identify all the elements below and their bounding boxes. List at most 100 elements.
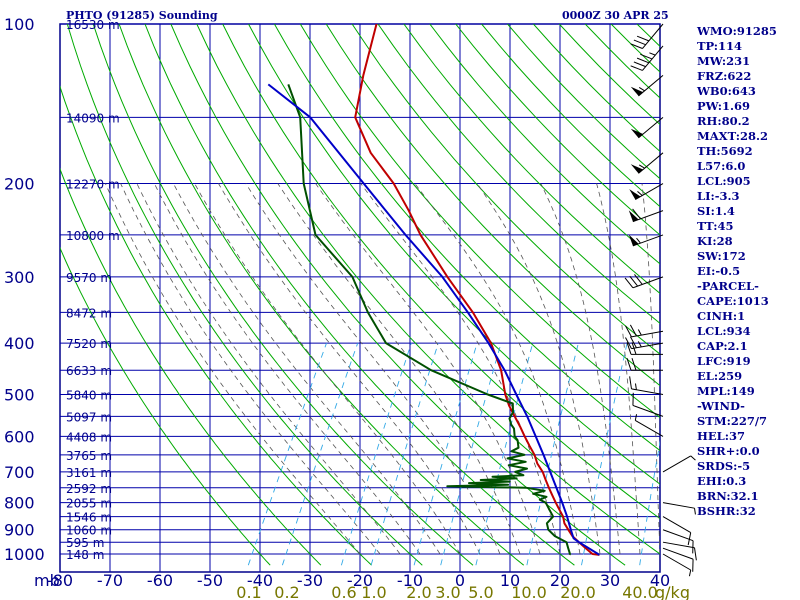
index-entry: STM:227/7 [697, 414, 768, 428]
wind-barb-staff [642, 23, 664, 49]
mixing-ratio-line [639, 439, 660, 566]
wind-barb-full [687, 532, 692, 546]
pressure-tick-label: 800 [4, 494, 35, 513]
index-entry: MAXT:28.2 [697, 129, 768, 143]
temperature-tick-label: -20 [347, 571, 373, 590]
wind-barb-full [632, 208, 641, 220]
height-label: 2055 m [66, 497, 112, 511]
temperature-tick-label: -40 [247, 571, 273, 590]
index-entry: SW:172 [697, 249, 746, 263]
wind-barb-staff [631, 342, 664, 350]
temperature-tick-label: -10 [397, 571, 423, 590]
wind-barb-full [631, 358, 637, 371]
height-label: 12270 m [66, 178, 120, 192]
wind-barb-staff [662, 455, 691, 473]
wind-barb-full [625, 325, 632, 338]
wind-barb-staff [632, 404, 664, 417]
dry-adiabat [92, 24, 474, 566]
sounding-traces [267, 24, 601, 556]
index-entry: EL:259 [697, 369, 743, 383]
dry-adiabat [60, 85, 372, 566]
pressure-tick-label: 700 [4, 463, 35, 482]
moist-adiabat [414, 183, 581, 555]
pressure-tick-label: 900 [4, 521, 35, 540]
temperature-tick-label: 20 [550, 571, 570, 590]
dry-adiabat [273, 24, 660, 452]
wind-barb-staff [635, 419, 664, 437]
temperature-tick-label: -70 [97, 571, 123, 590]
mixing-ratio-line [413, 342, 478, 566]
height-label: 1546 m [66, 511, 112, 525]
mixing-ratio-line [475, 342, 534, 566]
temperature-tick-label: -50 [197, 571, 223, 590]
sounding-indices: WMO:91285 TP:114 MW:231 FRZ:622 WB0:643 PW:1.… [697, 24, 777, 519]
index-entry: RH:80.2 [697, 114, 750, 128]
wind-barb [625, 336, 664, 350]
mixing-ratio-lines [247, 342, 660, 566]
height-label: 16530 m [66, 18, 120, 32]
wind-barb [628, 208, 664, 223]
wind-barb-half [638, 164, 645, 169]
wind-barb [662, 547, 694, 572]
wind-barb-half [636, 237, 641, 244]
height-label: 5840 m [66, 388, 112, 402]
observation-time: 0000Z 30 APR 25 [562, 9, 669, 22]
index-entry: FRZ:622 [697, 69, 752, 83]
pressure-tick-label: 200 [4, 175, 35, 194]
height-label: 2592 m [66, 482, 112, 496]
height-label: 7520 m [66, 337, 112, 351]
dry-adiabat [403, 24, 660, 294]
moist-adiabat [596, 183, 641, 555]
wind-barb-pennant [630, 86, 644, 96]
wind-barbs [624, 23, 697, 577]
dry-adiabat [170, 24, 626, 566]
wind-barb [629, 376, 664, 395]
wind-barb-half [690, 455, 696, 461]
index-entry: -WIND- [697, 399, 745, 413]
wind-barb-full [634, 274, 643, 285]
moist-adiabat [641, 183, 660, 554]
height-label: 3161 m [66, 466, 112, 480]
index-entry: MPL:149 [697, 384, 755, 398]
temperature-trace [354, 24, 600, 556]
wind-barb-half [634, 414, 638, 421]
wind-barb-full [625, 337, 632, 349]
wind-barb-full [629, 324, 637, 337]
mixing-ratio-line [340, 342, 412, 566]
wind-barb [662, 455, 696, 473]
wind-barb-staff [662, 502, 695, 509]
wind-barb [662, 502, 696, 515]
mixing-ratio-label: 10.0 [511, 583, 547, 600]
index-entry: -PARCEL- [697, 279, 759, 293]
dry-adiabat [196, 24, 660, 555]
wind-barb-full [633, 61, 646, 68]
index-entry: TH:5692 [697, 144, 753, 158]
wind-barb [628, 234, 664, 247]
wind-barb-staff [638, 74, 664, 97]
height-label: 595 m [66, 536, 104, 550]
mixing-ratio-label: 5.0 [468, 583, 493, 600]
height-label: 4408 m [66, 430, 112, 444]
wind-barb-half [637, 329, 642, 336]
wind-barb-half [634, 383, 637, 390]
wind-barb-half [688, 569, 692, 577]
wind-barb-half [649, 52, 656, 56]
index-entry: EI:-0.5 [697, 264, 741, 278]
wind-barb-full [636, 35, 650, 42]
mixing-ratio-line [281, 342, 359, 566]
dry-adiabat [60, 246, 271, 566]
height-label: 3765 m [66, 449, 112, 463]
mixing-ratio-label: 0.6 [331, 583, 356, 600]
mixing-ratio-label: 0.1 [236, 583, 261, 600]
wind-barb [624, 274, 664, 289]
temperature-tick-label: 10 [500, 571, 520, 590]
pressure-tick-label: 600 [4, 427, 35, 446]
wind-barb [662, 529, 694, 554]
wind-barb-staff [662, 516, 691, 534]
dry-adiabat [299, 24, 660, 419]
index-entry: WMO:91285 [697, 24, 777, 38]
wind-barb [630, 116, 664, 139]
dry-adiabat [351, 24, 660, 355]
wind-barb-full [624, 277, 634, 289]
